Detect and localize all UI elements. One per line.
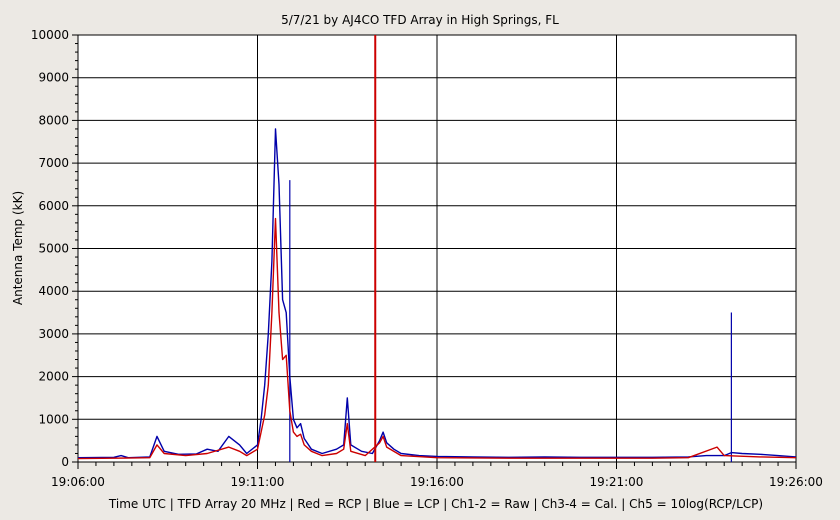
- x-tick-label: 19:16:00: [410, 475, 464, 489]
- y-tick-label: 7000: [38, 156, 69, 170]
- x-tick-label: 19:06:00: [51, 475, 105, 489]
- y-tick-label: 9000: [38, 71, 69, 85]
- x-tick-label: 19:11:00: [231, 475, 285, 489]
- chart-title: 5/7/21 by AJ4CO TFD Array in High Spring…: [281, 13, 559, 27]
- x-axis-label: Time UTC | TFD Array 20 MHz | Red = RCP …: [108, 497, 763, 511]
- y-tick-label: 10000: [31, 28, 69, 42]
- y-tick-label: 6000: [38, 199, 69, 213]
- y-tick-label: 8000: [38, 113, 69, 127]
- y-tick-label: 0: [61, 455, 69, 469]
- series-line-rcp: [77, 217, 797, 460]
- grid: [78, 35, 796, 462]
- y-tick-label: 5000: [38, 242, 69, 256]
- y-axis-label: Antenna Temp (kK): [11, 191, 25, 305]
- x-tick-label: 19:21:00: [590, 475, 644, 489]
- y-tick-label: 1000: [38, 412, 69, 426]
- series-line-lcp: [77, 128, 797, 459]
- y-tick-label: 2000: [38, 370, 69, 384]
- y-tick-label: 4000: [38, 284, 69, 298]
- y-axis: 0 1000 2000 3000 4000 5000 6000 7000 8000 9000 100…: [31, 28, 78, 469]
- x-tick-label: 19:26:00: [769, 475, 823, 489]
- series-group: [77, 35, 797, 462]
- x-axis: 19:06:00 19:11:00 19:16:00 19:21:00 19:26:00: [51, 462, 823, 489]
- y-tick-label: 3000: [38, 327, 69, 341]
